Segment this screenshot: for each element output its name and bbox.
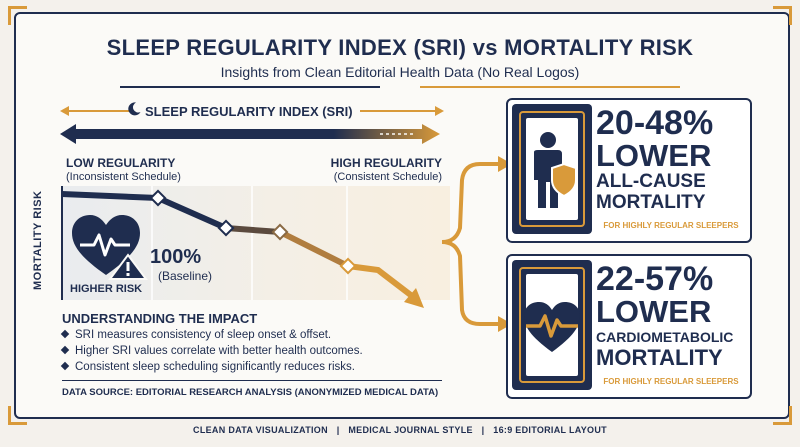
title-divider <box>120 86 380 88</box>
card-line1: LOWER <box>596 138 712 173</box>
sri-axis <box>60 106 444 144</box>
low-regularity-subtitle: (Inconsistent Schedule) <box>66 171 181 183</box>
list-item: Consistent sleep scheduling significantl… <box>60 359 363 375</box>
card-line2: CARDIOMETABOLIC <box>596 329 734 345</box>
footer-item: 16:9 EDITORIAL LAYOUT <box>493 425 607 435</box>
diamond-bullet-icon <box>60 361 70 371</box>
footer: CLEAN DATA VISUALIZATION | MEDICAL JOURN… <box>0 425 800 435</box>
data-point <box>149 189 167 207</box>
heart-pulse-icon <box>524 302 580 352</box>
heart-warning-icon <box>72 215 148 280</box>
mortality-chart <box>61 186 450 308</box>
corner-ornament <box>773 6 792 25</box>
footer-separator: | <box>336 425 340 435</box>
higher-risk-label: HIGHER RISK <box>70 283 143 295</box>
page-subtitle: Insights from Clean Editorial Health Dat… <box>220 64 580 80</box>
low-regularity-label: LOW REGULARITY (Inconsistent Schedule) <box>66 157 181 184</box>
card-line2: ALL-CAUSE <box>596 171 706 192</box>
low-regularity-title: LOW REGULARITY <box>66 156 176 170</box>
sri-axis-label: SLEEP REGULARITY INDEX (SRI) <box>145 104 353 119</box>
card-stat: 22-57% <box>596 260 714 298</box>
page-title: SLEEP REGULARITY INDEX (SRI) vs MORTALIT… <box>106 35 694 60</box>
impact-list: SRI measures consistency of sleep onset … <box>60 327 363 375</box>
footer-separator: | <box>481 425 485 435</box>
mortality-risk-axis-label: MORTALITY RISK <box>32 190 44 290</box>
card-note: FOR HIGHLY REGULAR SLEEPERS <box>603 221 739 230</box>
corner-ornament <box>8 406 27 425</box>
diamond-bullet-icon <box>60 345 70 355</box>
card-line1: LOWER <box>596 294 712 329</box>
person-shield-icon <box>534 132 577 208</box>
card-line3: MORTALITY <box>596 345 723 370</box>
data-point <box>339 257 357 275</box>
baseline-value: 100% <box>150 246 202 268</box>
data-source: DATA SOURCE: EDITORIAL RESEARCH ANALYSIS… <box>62 387 439 398</box>
card-stat: 20-48% <box>596 104 714 142</box>
high-regularity-title: HIGH REGULARITY <box>330 156 442 170</box>
impact-title: UNDERSTANDING THE IMPACT <box>62 311 258 326</box>
list-item: SRI measures consistency of sleep onset … <box>60 327 363 343</box>
card-note: FOR HIGHLY REGULAR SLEEPERS <box>603 377 739 386</box>
high-regularity-label: HIGH REGULARITY (Consistent Schedule) <box>330 157 442 184</box>
data-point <box>271 223 289 241</box>
footer-item: CLEAN DATA VISUALIZATION <box>193 425 328 435</box>
moon-icon <box>128 102 141 116</box>
card-line3: MORTALITY <box>596 192 706 213</box>
corner-ornament <box>8 6 27 25</box>
corner-ornament <box>773 406 792 425</box>
connector-arrows <box>441 156 512 332</box>
list-item: Higher SRI values correlate with better … <box>60 343 363 359</box>
source-divider <box>62 380 442 381</box>
title-divider <box>420 86 680 88</box>
high-regularity-subtitle: (Consistent Schedule) <box>333 171 442 183</box>
footer-item: MEDICAL JOURNAL STYLE <box>348 425 473 435</box>
data-point <box>217 219 235 237</box>
diamond-bullet-icon <box>60 329 70 339</box>
stat-card-cardiometabolic: 22-57% LOWER CARDIOMETABOLIC MORTALITY F… <box>506 254 752 399</box>
stat-card-all-cause: 20-48% LOWER ALL-CAUSE MORTALITY FOR HIG… <box>506 98 752 243</box>
baseline-label: (Baseline) <box>158 269 213 283</box>
